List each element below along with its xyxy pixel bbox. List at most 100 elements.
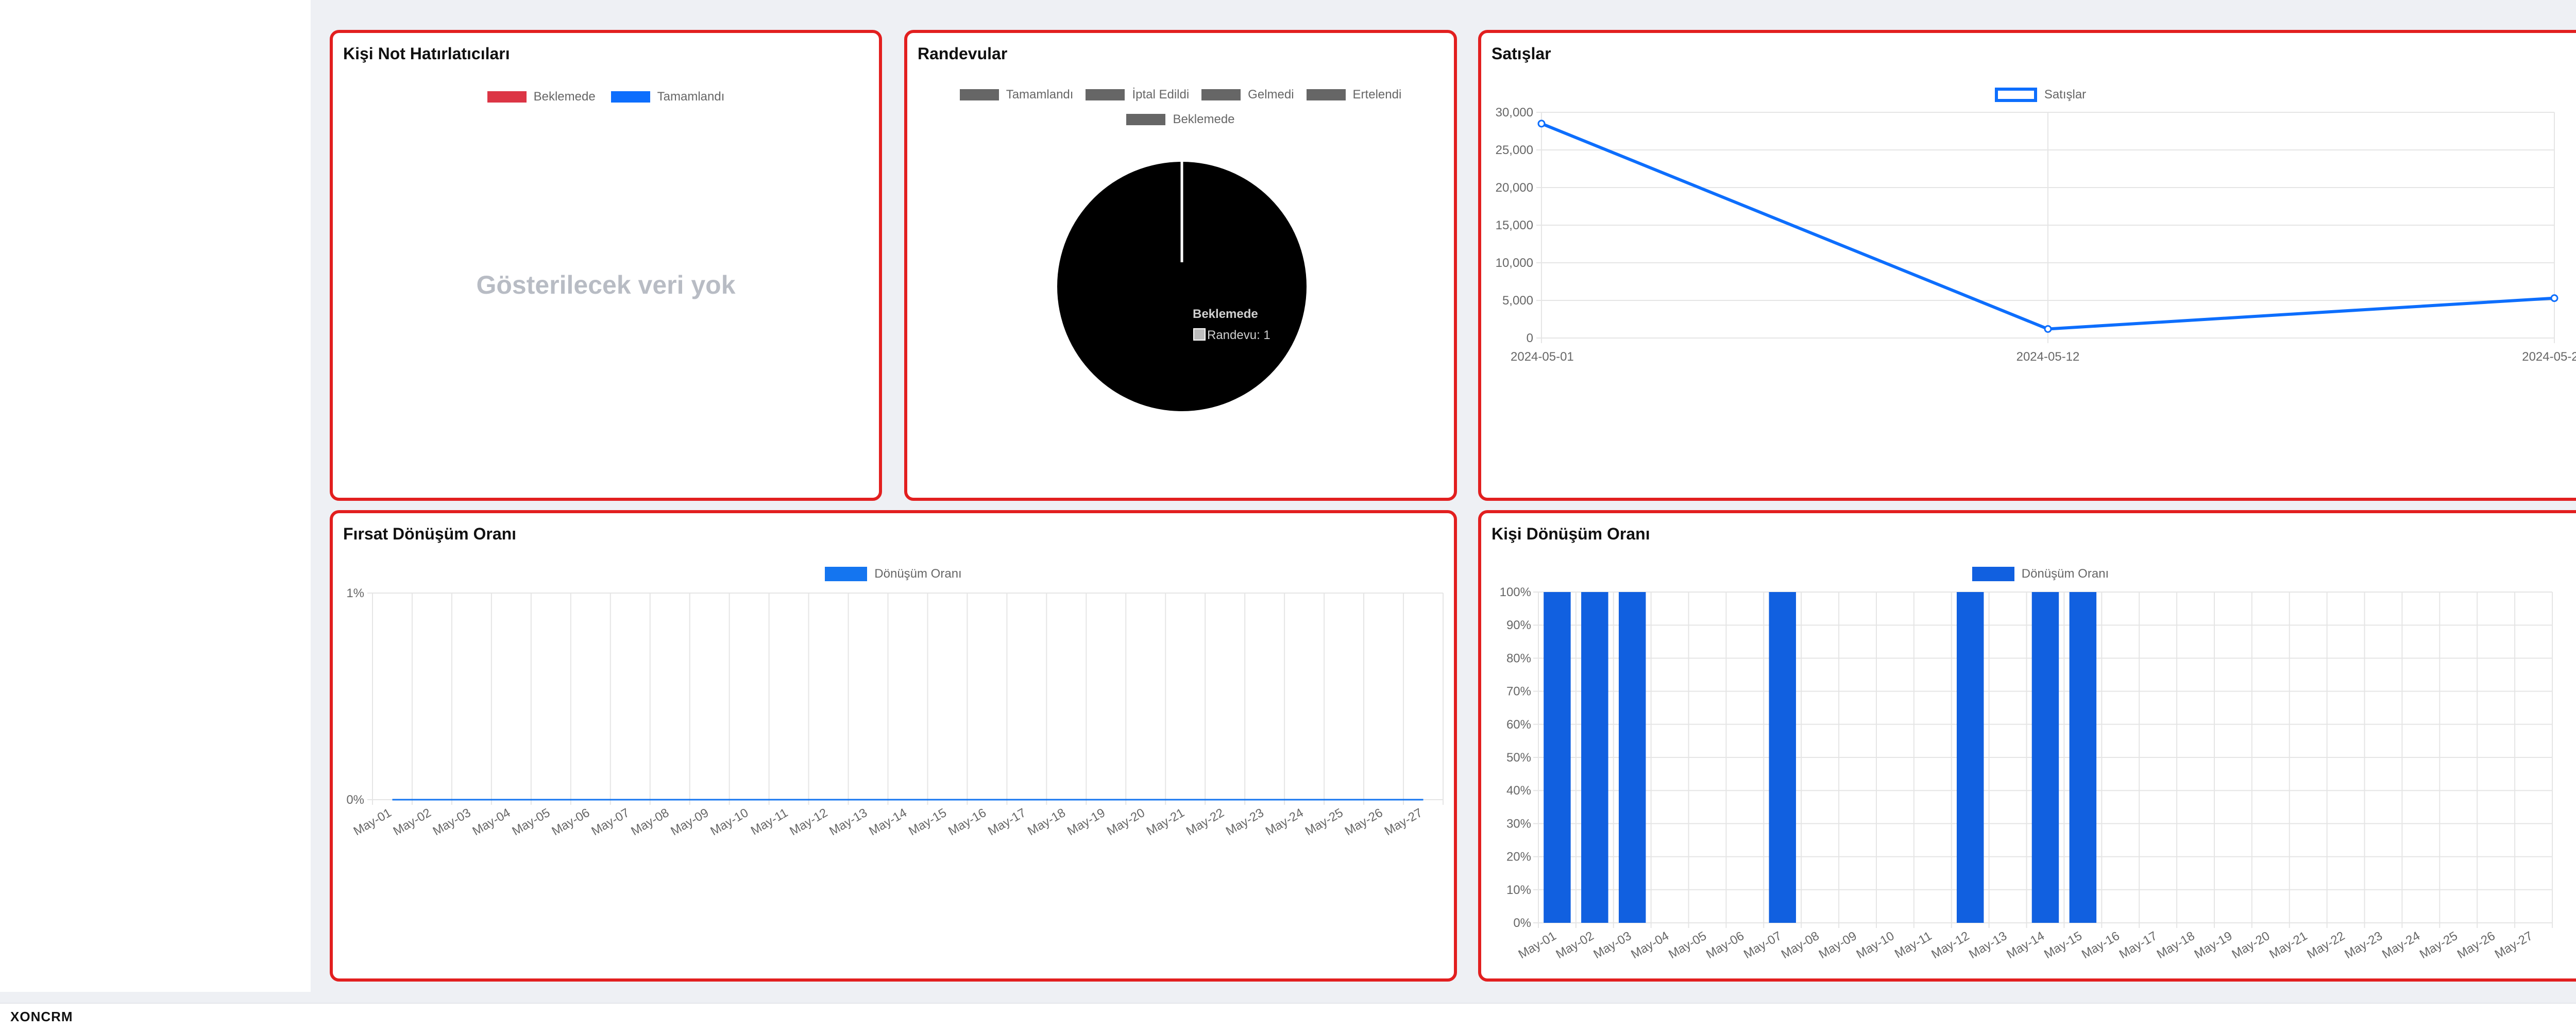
chart-legend: Dönüşüm Oranı [1481,567,2576,581]
legend-item-donusum-orani[interactable]: Dönüşüm Oranı [1972,567,2109,581]
legend-item-ertelendi[interactable]: Ertelendi [1306,88,1402,102]
y-tick-label: 5,000 [1502,294,1533,308]
pie-slice-beklemede[interactable] [1057,162,1307,411]
legend-label: Satışlar [2044,88,2087,102]
bar-may-02[interactable] [1581,592,1608,923]
x-tick-label: May-01 [1516,929,1559,961]
legend-swatch [825,567,868,581]
y-tick-label: 20,000 [1496,181,1533,195]
bar-may-01[interactable] [1544,592,1571,923]
legend-label: Ertelendi [1352,88,1402,102]
bar-may-12[interactable] [1956,592,1984,923]
x-tick-label: May-12 [787,806,830,838]
y-tick-label: 60% [1506,718,1531,732]
legend-item-satislar[interactable]: Satışlar [1994,88,2087,102]
x-tick-label: May-23 [2342,929,2385,961]
x-tick-label: May-10 [1854,929,1897,961]
x-tick-label: May-17 [2117,929,2160,961]
legend-label: Gelmedi [1248,88,1294,102]
legend-item-beklemede[interactable]: Beklemede [1126,112,1235,127]
x-tick-label: May-16 [946,806,989,838]
x-tick-label: May-24 [2380,929,2422,961]
x-tick-label: May-20 [2230,929,2273,961]
x-tick-label: May-18 [1025,806,1068,838]
y-tick-label: 1% [346,586,364,600]
card-title: Kişi Not Hatırlatıcıları [343,44,510,63]
y-tick-label: 0% [1513,916,1531,930]
legend-item-iptal-edildi[interactable]: İptal Edildi [1086,88,1189,102]
y-tick-label: 10% [1506,883,1531,897]
x-tick-label: May-27 [1382,806,1425,838]
x-tick-label: May-14 [2004,929,2047,961]
x-tick-label: May-26 [1343,806,1385,838]
sidebar [0,0,311,992]
sales-card: Satışlar Satışlar 30,000 25,000 20,000 15,0… [1478,30,2576,501]
legend-swatch [1126,114,1166,125]
x-tick-label: May-13 [827,806,870,838]
x-tick-label: May-19 [1065,806,1108,838]
data-point[interactable] [2550,294,2558,302]
chart-legend: Tamamlandı İptal Edildi Gelmedi Ertelend… [907,88,1454,127]
x-tick-label: May-23 [1224,806,1266,838]
x-tick-label: May-27 [2493,929,2535,961]
x-tick-label: May-25 [1303,806,1346,838]
x-tick-label: May-22 [2304,929,2347,961]
y-tick-label: 0 [1527,331,1533,345]
bar-may-03[interactable] [1618,592,1646,923]
legend-swatch [1972,567,2014,581]
x-tick-label: May-22 [1184,806,1227,838]
x-tick-label: May-04 [1629,929,1671,961]
x-tick-label: May-08 [629,806,671,838]
legend-label: Dönüşüm Oranı [2021,567,2109,581]
x-tick-label: May-06 [549,806,592,838]
legend-item-beklemede[interactable]: Beklemede [487,90,596,104]
chart-legend: Beklemede Tamamlandı [333,90,879,104]
legend-item-gelmedi[interactable]: Gelmedi [1201,88,1294,102]
y-tick-label: 70% [1506,685,1531,699]
x-tick-label: May-13 [1967,929,2009,961]
x-tick-label: May-03 [431,806,473,838]
y-tick-label: 30% [1506,817,1531,831]
opportunity-card: Fırsat Dönüşüm Oranı Dönüşüm Oranı 1% 0% M… [330,510,1457,982]
y-tick-label: 100% [1500,585,1531,599]
legend-swatch [1201,89,1241,100]
contact-card: Kişi Dönüşüm Oranı Dönüşüm Oranı 100% 90%… [1478,510,2576,982]
bar-may-07[interactable] [1769,592,1797,923]
x-tick-label: May-15 [2042,929,2084,961]
legend-swatch [1086,89,1125,100]
x-tick-label: May-03 [1591,929,1634,961]
y-tick-label: 20% [1506,850,1531,864]
tooltip-swatch [1193,328,1206,341]
x-tick-label: May-02 [1554,929,1597,961]
legend-item-tamamlandi[interactable]: Tamamlandı [959,88,1074,102]
x-tick-label: May-05 [510,806,553,838]
legend-label: Tamamlandı [1006,88,1074,102]
x-tick-label: May-21 [2267,929,2310,961]
x-tick-label: May-10 [708,806,751,838]
y-tick-label: 0% [346,793,364,807]
data-point[interactable] [1537,120,1546,128]
appointments-card: Randevular Tamamlandı İptal Edildi Gelme… [904,30,1457,501]
data-point[interactable] [2044,325,2052,333]
tooltip-title: Beklemede [1193,307,1258,321]
x-tick-label: May-07 [589,806,632,838]
bar-may-15[interactable] [2069,592,2097,923]
legend-swatch [1994,88,2037,102]
card-title: Fırsat Dönüşüm Oranı [343,525,517,543]
x-tick-label: May-17 [986,806,1028,838]
x-tick-label: 2024-05-01 [1511,350,1574,364]
x-tick-label: May-19 [2192,929,2235,961]
x-tick-label: May-07 [1741,929,1784,961]
footer: XONCRM [0,1003,2576,1030]
legend-item-donusum-orani[interactable]: Dönüşüm Oranı [825,567,962,581]
bar-may-14[interactable] [2031,592,2059,923]
legend-label: İptal Edildi [1132,88,1190,102]
x-tick-label: May-20 [1105,806,1147,838]
opportunity-line-chart: 1% 0%May-01May-02May-03May-04May-05May-06… [346,586,1444,838]
notes-card: Kişi Not Hatırlatıcıları Beklemede Tamam… [330,30,882,501]
empty-state-text: Gösterilecek veri yok [476,271,736,299]
card-title: Satışlar [1492,44,1551,63]
x-tick-label: May-12 [1929,929,1972,961]
legend-item-tamamlandi[interactable]: Tamamlandı [611,90,724,104]
brand-logo: XONCRM [10,1009,73,1024]
